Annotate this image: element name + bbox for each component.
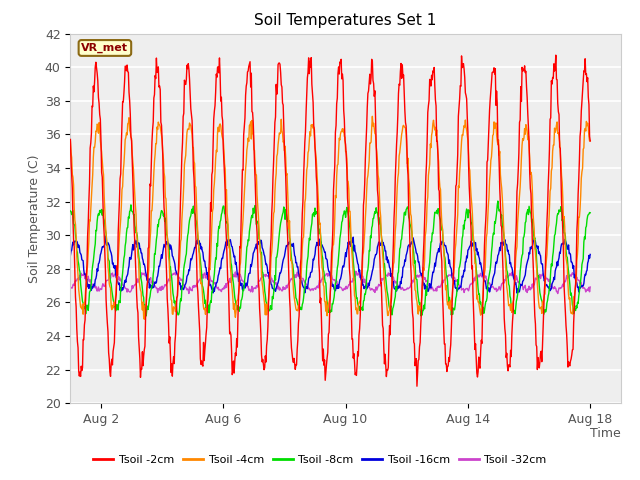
- Y-axis label: Soil Temperature (C): Soil Temperature (C): [28, 154, 40, 283]
- X-axis label: Time: Time: [590, 427, 621, 440]
- Legend: Tsoil -2cm, Tsoil -4cm, Tsoil -8cm, Tsoil -16cm, Tsoil -32cm: Tsoil -2cm, Tsoil -4cm, Tsoil -8cm, Tsoi…: [89, 451, 551, 469]
- Title: Soil Temperatures Set 1: Soil Temperatures Set 1: [255, 13, 436, 28]
- Text: VR_met: VR_met: [81, 43, 129, 53]
